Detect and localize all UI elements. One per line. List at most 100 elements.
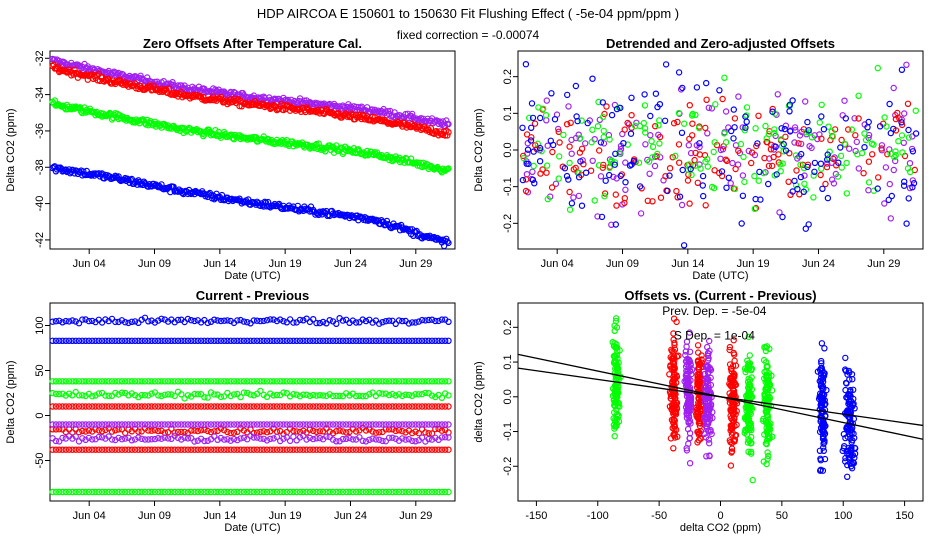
data-point	[538, 147, 545, 155]
data-point	[257, 387, 264, 395]
data-point	[286, 446, 294, 453]
data-point	[72, 403, 79, 410]
data-point	[805, 127, 812, 134]
data-point	[211, 391, 218, 398]
data-point	[79, 488, 86, 496]
data-point	[187, 427, 195, 434]
data-point	[882, 164, 890, 171]
data-point	[817, 171, 824, 179]
data-point	[737, 140, 745, 148]
data-point	[161, 378, 168, 385]
data-point	[270, 421, 277, 428]
data-point	[56, 403, 63, 410]
data-point	[389, 421, 396, 428]
data-point	[161, 403, 168, 410]
data-point	[837, 152, 845, 160]
data-point	[296, 421, 304, 428]
data-point	[191, 488, 198, 496]
data-point	[267, 403, 274, 410]
data-point	[573, 113, 580, 120]
data-point	[382, 421, 389, 428]
data-point	[731, 415, 738, 422]
data-point	[108, 488, 116, 496]
data-point	[712, 101, 719, 108]
data-point	[286, 316, 294, 323]
data-point	[445, 239, 452, 247]
data-point	[214, 378, 221, 385]
data-point	[848, 126, 856, 133]
data-point	[151, 421, 159, 428]
data-point	[765, 452, 772, 460]
data-point	[184, 392, 192, 399]
data-point	[409, 337, 416, 345]
data-point	[72, 378, 79, 385]
data-point	[395, 488, 403, 496]
data-point	[85, 421, 93, 428]
data-point	[343, 337, 350, 345]
data-point	[817, 456, 824, 464]
data-point	[644, 156, 651, 164]
data-point	[98, 421, 106, 428]
data-point	[227, 403, 234, 410]
data-point	[362, 403, 370, 410]
data-point	[819, 427, 826, 434]
data-point	[611, 432, 618, 440]
data-point	[696, 161, 703, 168]
data-point	[168, 403, 175, 410]
data-point	[687, 393, 695, 401]
data-point	[105, 337, 112, 345]
x-tick-label: Jun 09	[138, 510, 171, 522]
data-point	[412, 421, 419, 428]
data-point	[329, 392, 337, 400]
data-point	[835, 159, 842, 166]
x-tick-label: -50	[651, 510, 667, 522]
data-point	[121, 319, 129, 326]
x-tick-label: Jun 29	[399, 510, 432, 522]
data-point	[415, 337, 422, 345]
data-point	[257, 488, 264, 496]
data-point	[704, 415, 712, 422]
data-point	[85, 317, 93, 325]
data-point	[710, 148, 717, 156]
data-point	[253, 378, 261, 385]
data-point	[286, 378, 294, 385]
data-point	[819, 185, 826, 192]
data-point	[187, 378, 195, 385]
data-point	[154, 488, 162, 496]
data-point	[138, 316, 145, 323]
data-point	[442, 403, 449, 410]
data-point	[323, 433, 330, 440]
data-point	[267, 446, 274, 453]
data-point	[250, 446, 257, 453]
data-point	[148, 421, 155, 428]
data-point	[230, 378, 238, 385]
data-point	[277, 316, 284, 323]
data-point	[855, 92, 862, 100]
data-point	[184, 446, 192, 453]
data-point	[296, 378, 304, 385]
data-point	[243, 421, 251, 428]
data-point	[705, 337, 713, 345]
data-point	[267, 378, 274, 385]
data-point	[56, 337, 63, 345]
data-point	[168, 446, 175, 453]
data-point	[735, 147, 742, 154]
data-point	[323, 403, 330, 410]
data-point	[811, 159, 819, 167]
data-point	[270, 337, 277, 345]
data-point	[609, 392, 617, 400]
data-point	[670, 119, 678, 127]
data-point	[247, 337, 254, 345]
data-point	[290, 433, 297, 440]
data-point	[336, 446, 343, 453]
data-point	[313, 435, 320, 442]
data-point	[154, 378, 162, 385]
data-point	[402, 429, 409, 436]
data-point	[315, 140, 322, 147]
data-point	[204, 319, 211, 327]
data-point	[329, 403, 337, 410]
points-layer	[519, 61, 920, 249]
data-point	[49, 378, 56, 385]
data-point	[151, 389, 159, 396]
data-point	[128, 446, 135, 453]
